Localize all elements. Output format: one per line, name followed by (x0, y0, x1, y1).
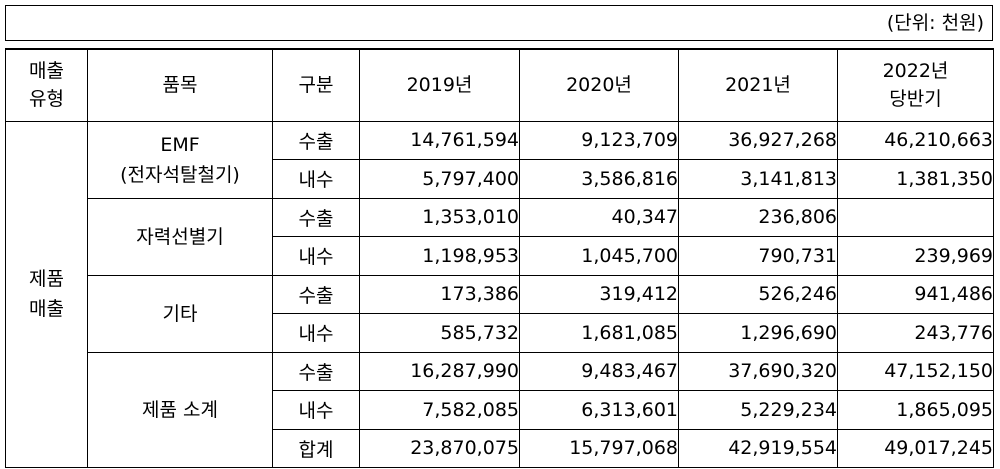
value-cell: 1,681,085 (519, 313, 679, 353)
table-row: 기타 수출 173,386 319,412 526,246 941,486 (6, 274, 994, 353)
division-cell: 내수 (272, 159, 360, 199)
value-cell: 14,761,594 (359, 120, 520, 160)
table-row: 제품 매출 EMF (전자석탈철기) 수출 14,761,594 9,123,709 36,9… (5, 120, 994, 468)
division-cell: 합계 (272, 428, 360, 468)
table-row: 합계 23,870,075 15,797,068 42,919,554 49,017,2… (6, 428, 994, 468)
value-cell: 5,797,400 (359, 159, 520, 199)
value-cell: 49,017,245 (837, 428, 994, 468)
value-cell: 6,313,601 (519, 390, 679, 430)
table-body: 제품 매출 EMF (전자석탈철기) 수출 14,761,594 9,123,709 36,9… (5, 120, 994, 468)
value-cell: 1,296,690 (678, 313, 838, 353)
header-year-2022-half: 2022년 당반기 (837, 48, 994, 122)
value-cell: 243,776 (837, 313, 994, 353)
value-cell: 9,123,709 (519, 120, 679, 160)
table-row: 내수 5,797,400 3,586,816 3,141,813 1,381,350 (6, 159, 994, 199)
item-cell: EMF (전자석탈철기) (87, 120, 273, 199)
sales-table: 매출 유형 품목 구분 2019년 2020년 2021년 2022년 당반기 … (5, 48, 994, 468)
table-row: 내수 7,582,085 6,313,601 5,229,234 1,865,095 (6, 390, 994, 430)
item-cell: 제품 소계 (87, 351, 273, 468)
value-cell: 585,732 (359, 313, 520, 353)
value-cell: 40,347 (519, 197, 679, 237)
value-cell: 173,386 (359, 274, 520, 314)
value-cell: 5,229,234 (678, 390, 838, 430)
value-cell: 1,353,010 (359, 197, 520, 237)
value-cell: 239,969 (837, 236, 994, 276)
value-cell: 15,797,068 (519, 428, 679, 468)
header-item: 품목 (87, 48, 273, 122)
value-cell: 46,210,663 (837, 120, 994, 160)
division-cell: 내수 (272, 313, 360, 353)
value-cell: 526,246 (678, 274, 838, 314)
division-cell: 수출 (272, 351, 360, 391)
sales-type-cell: 제품 매출 (5, 120, 88, 468)
value-cell: 319,412 (519, 274, 679, 314)
table-row: 내수 1,198,953 1,045,700 790,731 239,969 (6, 236, 994, 276)
value-cell: 9,483,467 (519, 351, 679, 391)
value-cell: 7,582,085 (359, 390, 520, 430)
value-cell: 941,486 (837, 274, 994, 314)
value-cell: 790,731 (678, 236, 838, 276)
value-cell: 3,586,816 (519, 159, 679, 199)
value-cell: 16,287,990 (359, 351, 520, 391)
header-row: 매출 유형 품목 구분 2019년 2020년 2021년 2022년 당반기 (5, 48, 994, 122)
table-row: 자력선별기 수출 1,353,010 40,347 236,806 (6, 197, 994, 276)
value-cell: 23,870,075 (359, 428, 520, 468)
header-division: 구분 (272, 48, 360, 122)
table-row: 제품 소계 수출 16,287,990 9,483,467 37,690,320 47,1… (6, 351, 994, 468)
value-cell: 42,919,554 (678, 428, 838, 468)
value-cell: 1,865,095 (837, 390, 994, 430)
header-year-2019: 2019년 (359, 48, 520, 122)
unit-label: (단위: 천원) (5, 5, 993, 41)
value-cell: 1,198,953 (359, 236, 520, 276)
item-cell: 기타 (87, 274, 273, 353)
division-cell: 수출 (272, 274, 360, 314)
value-cell: 3,141,813 (678, 159, 838, 199)
item-cell: 자력선별기 (87, 197, 273, 276)
header-year-2021: 2021년 (678, 48, 838, 122)
value-cell: 1,381,350 (837, 159, 994, 199)
table-row: 내수 585,732 1,681,085 1,296,690 243,776 (6, 313, 994, 353)
header-year-2020: 2020년 (519, 48, 679, 122)
division-cell: 수출 (272, 197, 360, 237)
value-cell: 47,152,150 (837, 351, 994, 391)
division-cell: 내수 (272, 236, 360, 276)
value-cell: 236,806 (678, 197, 838, 237)
division-cell: 수출 (272, 120, 360, 160)
value-cell (837, 197, 994, 237)
division-cell: 내수 (272, 390, 360, 430)
value-cell: 37,690,320 (678, 351, 838, 391)
header-sales-type: 매출 유형 (5, 48, 88, 122)
value-cell: 36,927,268 (678, 120, 838, 160)
value-cell: 1,045,700 (519, 236, 679, 276)
